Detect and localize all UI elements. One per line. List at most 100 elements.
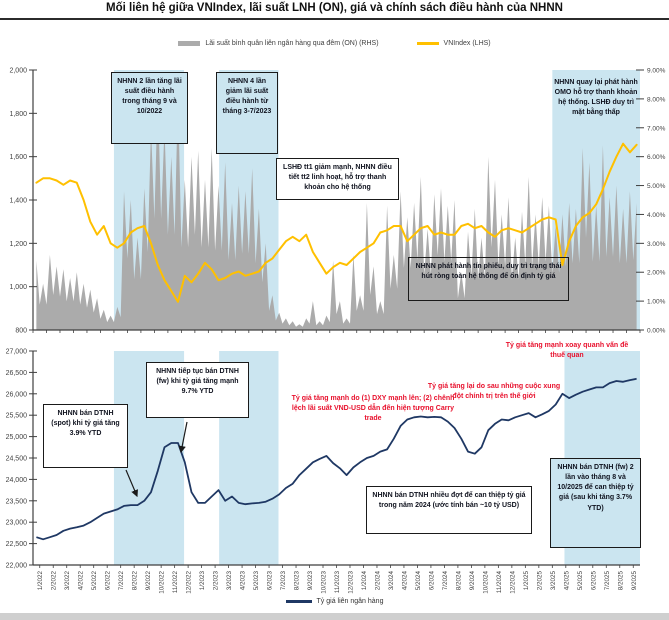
annotation-geopolitics: Tỷ giá tăng lại do sau những cuộc xung đ… <box>427 383 561 401</box>
x-axis-label: 2/2023 <box>213 571 220 591</box>
x-axis-label: 7/2025 <box>604 571 611 591</box>
x-axis-label: 9/2023 <box>307 571 314 591</box>
x-axis-label: 6/2022 <box>105 571 112 591</box>
right-axis-label: 0.00% <box>647 328 666 335</box>
left-axis-label: 1,800 <box>9 111 27 118</box>
annotation-lshd-tt1: LSHĐ tt1 giảm mạnh, NHNN điều tiết tt2 l… <box>276 158 399 200</box>
right-axis-label: 6.00% <box>647 154 666 161</box>
left-axis-label: 27,000 <box>6 349 28 356</box>
footer-strip <box>0 613 669 620</box>
right-axis-label: 1.00% <box>647 299 666 306</box>
annotation-arrow-spot <box>125 469 138 498</box>
vnindex-swatch-icon <box>416 42 439 45</box>
right-axis-label: 5.00% <box>647 183 666 190</box>
right-axis-label: 4.00% <box>647 212 666 219</box>
annotation-arrow-fw <box>178 421 188 454</box>
left-axis-label: 2,000 <box>9 68 27 75</box>
annotation-sell-fw-2022: NHNN tiếp tục bán DTNH (fw) khi tỷ giá t… <box>146 362 249 418</box>
x-axis-label: 12/2023 <box>347 571 354 594</box>
x-axis-label: 9/2025 <box>631 571 638 591</box>
on-rate-swatch-icon <box>178 41 201 46</box>
annotation-tariffs: Tỷ giá tăng mạnh xoay quanh vấn đề thuế … <box>505 342 629 360</box>
right-axis-label: 9.00% <box>647 68 666 75</box>
x-axis-label: 11/2022 <box>172 571 179 594</box>
right-axis-label: 2.00% <box>647 270 666 277</box>
x-axis-label: 10/2024 <box>482 571 489 594</box>
legend-item-vnindex: VNIndex (LHS) <box>416 40 491 47</box>
left-axis-label: 1,400 <box>9 198 27 205</box>
legend-item-on-rate: Lãi suất bình quân liên ngân hàng qua đê… <box>178 40 379 47</box>
left-axis-label: 1,200 <box>9 241 27 248</box>
legend-label-on-rate: Lãi suất bình quân liên ngân hàng qua đê… <box>205 40 379 47</box>
fx-rate-swatch-icon <box>285 600 312 603</box>
fx-rate-line-series <box>36 377 637 541</box>
left-axis-label: 23,000 <box>6 520 28 527</box>
x-axis-label: 1/2023 <box>199 571 206 591</box>
x-axis-label: 4/2025 <box>563 571 570 591</box>
x-axis-label: 8/2022 <box>132 571 139 591</box>
left-axis-label: 22,000 <box>6 563 28 570</box>
annotation-tin-phieu: NHNN phát hành tín phiếu, duy trì trạng … <box>408 257 569 301</box>
x-axis-label: 2/2025 <box>536 571 543 591</box>
left-axis-label: 26,500 <box>6 370 28 377</box>
x-axis-label: 9/2022 <box>145 571 152 591</box>
x-axis-label: 4/2024 <box>401 571 408 591</box>
x-axis-label: 5/2024 <box>415 571 422 591</box>
right-axis-label: 7.00% <box>647 125 666 132</box>
x-axis-label: 4/2023 <box>240 571 247 591</box>
x-axis-label: 3/2024 <box>388 571 395 591</box>
annotation-rate-hikes-2022: NHNN 2 lần tăng lãi suất điều hành trong… <box>111 72 188 144</box>
x-axis-label: 11/2024 <box>496 571 503 594</box>
title-divider <box>0 18 669 20</box>
x-axis-label: 9/2024 <box>469 571 476 591</box>
top-chart-legend: Lãi suất bình quân liên ngân hàng qua đê… <box>0 40 669 47</box>
annotation-sell-spot: NHNN bán DTNH (spot) khi tỷ giá tăng 3.9… <box>43 404 128 468</box>
x-axis-label: 1/2025 <box>523 571 530 591</box>
legend-label-fx-rate: Tỷ giá liên ngân hàng <box>316 598 384 605</box>
left-axis-label: 1,000 <box>9 284 27 291</box>
x-axis-label: 10/2022 <box>159 571 166 594</box>
left-axis-label: 24,000 <box>6 477 28 484</box>
x-axis-label: 6/2025 <box>590 571 597 591</box>
legend-label-vnindex: VNIndex (LHS) <box>443 40 491 47</box>
bottom-chart-legend: Tỷ giá liên ngân hàng <box>0 598 669 605</box>
legend-item-fx-rate: Tỷ giá liên ngân hàng <box>285 598 384 605</box>
x-axis-label: 8/2023 <box>294 571 301 591</box>
x-axis-label: 4/2022 <box>78 571 85 591</box>
x-axis-label: 1/2024 <box>361 571 368 591</box>
vnindex-line-series <box>35 142 638 303</box>
left-axis-label: 25,500 <box>6 413 28 420</box>
x-axis-label: 3/2022 <box>64 571 71 591</box>
right-axis-label: 3.00% <box>647 241 666 248</box>
x-axis-label: 8/2025 <box>617 571 624 591</box>
annotation-sell-fw-2025: NHNN bán DTNH (fw) 2 lần vào tháng 8 và … <box>550 458 641 548</box>
annotation-omo-2025: NHNN quay lại phát hành OMO hỗ trợ thanh… <box>554 79 638 117</box>
right-axis-label: 8.00% <box>647 96 666 103</box>
x-axis-label: 3/2025 <box>550 571 557 591</box>
x-axis-label: 12/2024 <box>509 571 516 594</box>
x-axis-label: 10/2023 <box>321 571 328 594</box>
x-axis-label: 2/2022 <box>51 571 58 591</box>
x-axis-label: 12/2022 <box>186 571 193 594</box>
x-axis-label: 7/2024 <box>442 571 449 591</box>
on-rate-area-series <box>36 90 637 330</box>
x-axis-label: 11/2023 <box>334 571 341 594</box>
x-axis-label: 2/2024 <box>374 571 381 591</box>
left-axis-label: 1,600 <box>9 154 27 161</box>
page-title: Mối liên hệ giữa VNIndex, lãi suất LNH (… <box>106 2 563 14</box>
left-axis-label: 25,000 <box>6 434 28 441</box>
annotation-carry-trade: Tỷ giá tăng mạnh do (1) DXY mạnh lên; (2… <box>291 395 455 423</box>
x-axis-label: 6/2023 <box>267 571 274 591</box>
x-axis-label: 7/2022 <box>118 571 125 591</box>
left-axis-label: 23,500 <box>6 498 28 505</box>
x-axis-label: 5/2022 <box>91 571 98 591</box>
annotation-sell-dtnh-2024: NHNN bán DTNH nhiều đợt để can thiệp tỷ … <box>366 486 532 534</box>
x-axis-label: 1/2022 <box>37 571 44 591</box>
x-axis-label: 7/2023 <box>280 571 287 591</box>
x-axis-label: 5/2025 <box>577 571 584 591</box>
x-axis-label: 6/2024 <box>428 571 435 591</box>
x-axis-label: 5/2023 <box>253 571 260 591</box>
x-axis-label: 3/2023 <box>226 571 233 591</box>
x-axis-label: 8/2024 <box>455 571 462 591</box>
